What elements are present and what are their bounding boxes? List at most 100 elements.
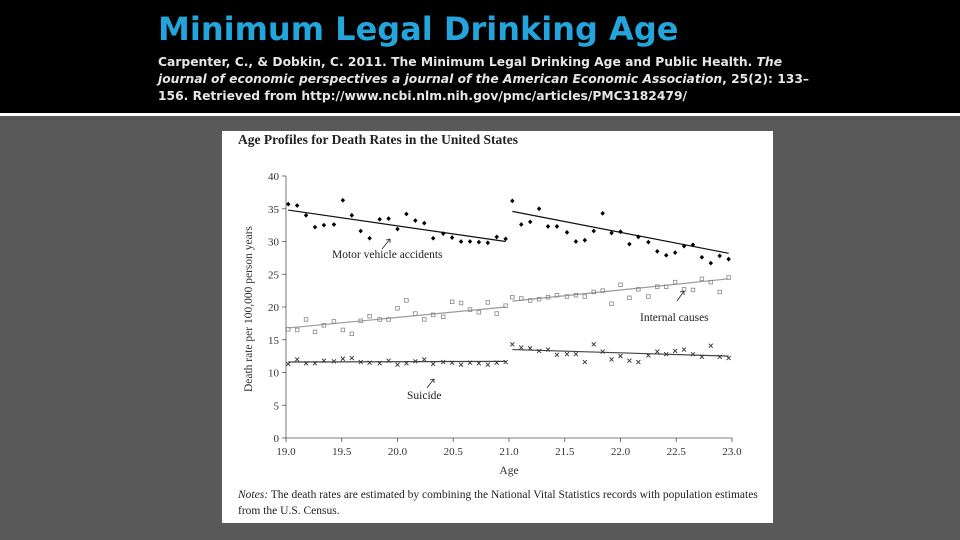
point-suicide	[627, 358, 632, 364]
point-suicide	[554, 352, 560, 358]
fit-line-suicide-post	[512, 348, 729, 357]
point-internal-causes	[636, 287, 641, 292]
point-suicide	[636, 359, 641, 365]
point-suicide	[582, 359, 588, 365]
label-arrowhead-motor-vehicle-accidents	[385, 238, 391, 243]
point-suicide	[386, 358, 391, 364]
label-arrow-internal-causes	[676, 290, 685, 302]
point-motor-vehicle-accidents	[708, 260, 714, 266]
point-internal-causes	[726, 275, 731, 280]
axes: 0 5 10 15 20 25 30 35 40 19.0 19.5 20.0 20.5 21.0 21.5…	[243, 171, 742, 477]
series-label-suicide: Suicide	[407, 390, 442, 402]
point-motor-vehicle-accidents	[690, 242, 696, 248]
label-arrowhead-suicide	[429, 378, 435, 383]
point-internal-causes	[573, 293, 579, 298]
point-internal-causes	[340, 327, 346, 333]
point-suicide	[618, 353, 623, 359]
point-motor-vehicle-accidents	[573, 239, 579, 244]
header-divider	[0, 113, 960, 116]
point-internal-causes	[510, 294, 515, 300]
slide-title: Minimum Legal Drinking Age	[158, 10, 679, 48]
point-suicide	[494, 360, 500, 365]
label-arrow-motor-vehicle-accidents	[381, 238, 391, 250]
data-points	[285, 197, 731, 367]
point-motor-vehicle-accidents	[591, 228, 596, 234]
label-arrow-suicide	[426, 378, 435, 389]
point-suicide	[449, 360, 455, 365]
point-motor-vehicle-accidents	[404, 211, 409, 217]
point-motor-vehicle-accidents	[340, 197, 346, 203]
citation: Carpenter, C., & Dobkin, C. 2011. The Mi…	[158, 54, 818, 105]
point-internal-causes	[690, 287, 696, 293]
chart-plot: 0 5 10 15 20 25 30 35 40 19.0 19.5 20.0 20.5 21.0 21.5…	[243, 171, 742, 477]
point-motor-vehicle-accidents	[422, 220, 427, 226]
point-suicide	[545, 347, 551, 352]
point-motor-vehicle-accidents	[618, 229, 623, 235]
x-tick-label: 20.0	[388, 446, 408, 458]
point-internal-causes	[430, 312, 436, 318]
series-labels: Motor vehicle accidents Internal causes Su…	[332, 238, 709, 402]
point-motor-vehicle-accidents	[600, 210, 605, 216]
point-internal-causes	[367, 313, 372, 319]
point-internal-causes	[294, 327, 300, 333]
point-suicide	[421, 357, 427, 362]
point-suicide	[331, 359, 337, 364]
y-tick-label: 20	[268, 302, 280, 314]
fit-line-motor-vehicle-accidents-pre	[288, 209, 506, 243]
slide-header: Minimum Legal Drinking Age Carpenter, C.…	[0, 0, 960, 113]
point-internal-causes	[404, 298, 409, 303]
point-suicide	[340, 356, 346, 362]
point-suicide	[690, 351, 696, 357]
x-tick-label: 21.5	[555, 446, 575, 458]
y-tick-label: 10	[268, 368, 280, 380]
point-suicide	[536, 348, 542, 354]
x-tick-label: 19.0	[276, 446, 296, 458]
point-internal-causes	[449, 299, 455, 304]
point-motor-vehicle-accidents	[536, 206, 542, 212]
point-internal-causes	[600, 288, 605, 293]
point-internal-causes	[536, 296, 542, 302]
series-label-motor-vehicle-accidents: Motor vehicle accidents	[332, 249, 443, 261]
point-motor-vehicle-accidents	[519, 222, 524, 227]
y-tick-label: 5	[274, 400, 280, 412]
point-motor-vehicle-accidents	[476, 239, 482, 245]
point-suicide	[672, 348, 678, 354]
point-suicide	[285, 361, 291, 367]
point-internal-causes	[441, 314, 446, 320]
point-motor-vehicle-accidents	[527, 219, 533, 225]
point-internal-causes	[699, 276, 705, 282]
point-motor-vehicle-accidents	[321, 222, 327, 228]
point-suicide	[377, 361, 382, 366]
point-suicide	[413, 359, 418, 364]
point-motor-vehicle-accidents	[413, 218, 418, 223]
point-suicide	[681, 347, 687, 352]
point-internal-causes	[476, 310, 482, 315]
point-motor-vehicle-accidents	[672, 250, 678, 256]
y-tick-label: 40	[268, 171, 280, 183]
point-suicide	[708, 343, 714, 348]
point-motor-vehicle-accidents	[367, 235, 372, 241]
point-motor-vehicle-accidents	[646, 239, 651, 245]
point-motor-vehicle-accidents	[485, 240, 491, 246]
point-suicide	[395, 362, 400, 367]
point-internal-causes	[591, 289, 596, 295]
point-motor-vehicle-accidents	[458, 239, 464, 244]
point-suicide	[303, 361, 309, 366]
point-suicide	[518, 345, 524, 350]
point-suicide	[527, 345, 533, 351]
fit-line-internal-causes-pre	[288, 306, 506, 329]
point-internal-causes	[646, 294, 651, 299]
point-suicide	[440, 359, 446, 365]
point-motor-vehicle-accidents	[467, 239, 473, 244]
point-suicide	[321, 358, 327, 364]
point-motor-vehicle-accidents	[494, 234, 499, 240]
point-internal-causes	[618, 282, 623, 287]
notes-text: The death rates are estimated by combini…	[238, 489, 758, 517]
point-suicide	[430, 361, 436, 367]
point-internal-causes	[519, 296, 524, 301]
point-motor-vehicle-accidents	[386, 216, 391, 221]
x-tick-label: 20.5	[444, 446, 464, 458]
point-internal-causes	[386, 317, 391, 322]
point-suicide	[726, 355, 731, 361]
point-internal-causes	[286, 327, 291, 332]
